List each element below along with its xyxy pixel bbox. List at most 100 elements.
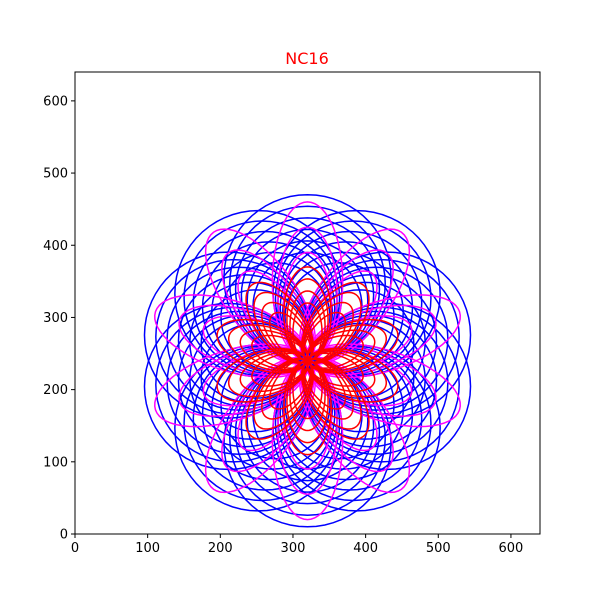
curve-loop — [274, 345, 432, 502]
curve-loop — [229, 360, 386, 516]
x-tick-label: 300 — [281, 541, 306, 556]
curve-loop — [306, 304, 437, 376]
chart-title: NC16 — [285, 49, 329, 68]
curve-loop — [302, 258, 460, 415]
curve-loop — [253, 291, 314, 364]
curve-loop — [177, 314, 312, 448]
curve-loop — [300, 249, 394, 365]
curve-loop — [279, 347, 414, 481]
curve-loop — [201, 241, 336, 375]
y-tick-label: 300 — [43, 311, 68, 326]
curve-loop — [154, 294, 309, 379]
curve-loop — [306, 345, 437, 417]
x-axis: 0 100 200 300 400 500 600 — [71, 534, 523, 556]
curve-loop — [223, 360, 392, 528]
curve-loop — [302, 301, 354, 364]
curve-loop — [303, 274, 438, 407]
curve-loop — [245, 281, 315, 364]
curve-loop — [268, 311, 312, 363]
series-2 — [216, 266, 399, 456]
x-tick-label: 0 — [71, 541, 79, 556]
curve-loop — [306, 349, 388, 398]
curve-loop — [245, 357, 315, 440]
curve-loop — [204, 356, 317, 494]
curve-loop — [155, 306, 313, 463]
x-tick-label: 600 — [499, 541, 524, 556]
curve-loop — [300, 357, 370, 440]
curve-loop — [277, 226, 338, 362]
y-tick-label: 400 — [43, 239, 68, 254]
curve-loop — [240, 228, 375, 362]
curve-loop — [143, 251, 313, 419]
curve-loop — [306, 324, 388, 373]
plot-curves — [143, 193, 472, 528]
curve-loop — [272, 344, 441, 512]
curve-loop — [251, 352, 309, 387]
curve-loop — [306, 343, 461, 428]
curve-loop — [292, 302, 323, 362]
curve-loop — [306, 318, 399, 374]
curve-loop — [289, 360, 326, 432]
curve-loop — [301, 291, 362, 364]
curve-loop — [306, 351, 376, 393]
curve-loop — [302, 251, 472, 419]
curve-loop — [302, 306, 460, 463]
curve-loop — [178, 304, 309, 376]
curve-loop — [261, 301, 313, 364]
y-tick-label: 500 — [43, 167, 68, 182]
curve-loop — [251, 334, 309, 369]
curve-loop — [239, 351, 309, 393]
x-tick-label: 500 — [426, 541, 451, 556]
curve-loop — [286, 278, 329, 362]
curve-loop — [277, 360, 338, 496]
curve-loop — [143, 302, 313, 471]
curve-loop — [306, 294, 461, 379]
curve-loop — [223, 193, 392, 362]
curve-loop — [221, 357, 315, 473]
curve-loop — [271, 201, 344, 362]
curve-loop — [302, 302, 472, 471]
curve-loop — [306, 347, 399, 403]
curve-loop — [221, 249, 315, 365]
curve-loop — [272, 209, 441, 378]
x-tick-label: 100 — [135, 541, 160, 556]
curve-loop — [174, 209, 343, 378]
curve-loop — [303, 314, 438, 448]
curve-loop — [227, 324, 309, 373]
curve-loop — [154, 343, 309, 428]
curve-loop — [271, 360, 344, 521]
curve-loop — [301, 357, 362, 430]
curve-loop — [302, 358, 354, 420]
y-tick-label: 0 — [60, 528, 68, 543]
curve-loop — [298, 356, 411, 494]
curve-loop — [227, 349, 309, 398]
curve-loop — [300, 357, 394, 473]
curve-loop — [229, 205, 386, 362]
curve-loop — [300, 281, 370, 364]
curve-loop — [253, 357, 314, 430]
curve-loop — [303, 358, 347, 410]
curve-loop — [177, 274, 312, 407]
plot-frame — [74, 71, 541, 535]
curve-loop — [283, 360, 332, 456]
curve-loop — [283, 266, 332, 362]
curve-loop — [261, 358, 313, 420]
curve-loop — [274, 220, 432, 377]
curve-loop — [289, 290, 326, 362]
curve-loop — [178, 345, 309, 417]
curve-loop — [216, 318, 309, 374]
curve-loop — [201, 347, 336, 481]
curve-loop — [216, 347, 309, 403]
x-tick-label: 400 — [353, 541, 378, 556]
curve-loop — [303, 311, 347, 363]
curve-loop — [306, 329, 376, 371]
curve-loop — [239, 329, 309, 371]
y-tick-label: 600 — [43, 94, 68, 109]
curve-loop — [240, 360, 375, 493]
curve-loop — [183, 345, 341, 502]
curve-loop — [155, 258, 313, 415]
curve-loop — [279, 241, 414, 375]
y-tick-label: 100 — [43, 455, 68, 470]
curve-loop — [306, 352, 364, 387]
